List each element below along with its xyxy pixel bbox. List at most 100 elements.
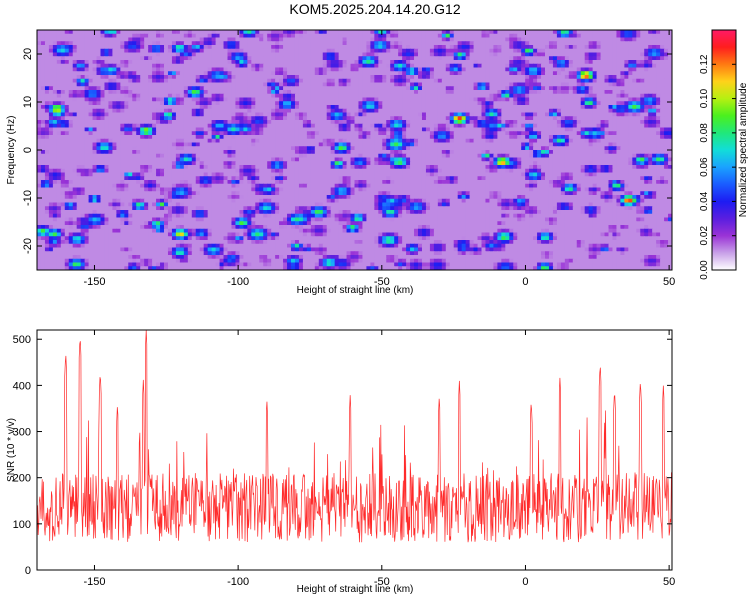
heatmap-cell xyxy=(298,45,304,50)
heatmap-cell xyxy=(489,97,495,102)
heatmap-cell xyxy=(556,71,562,76)
heatmap-cell xyxy=(580,52,586,57)
heatmap-cell xyxy=(564,142,570,147)
heatmap-cell xyxy=(318,86,324,91)
heatmap-cell xyxy=(414,108,419,114)
heatmap-cell xyxy=(358,120,364,125)
heatmap-cell xyxy=(148,101,153,106)
heatmap-cell xyxy=(306,142,312,147)
heatmap-cell xyxy=(624,75,629,80)
heatmap-cell xyxy=(128,138,133,144)
heatmap-cell xyxy=(497,75,502,80)
heatmap-cell xyxy=(342,116,348,121)
heatmap-cell xyxy=(191,37,197,42)
heatmap-cell xyxy=(406,93,411,99)
heatmap-cell xyxy=(60,138,66,144)
heatmap-cell xyxy=(56,37,62,42)
heatmap-cell xyxy=(398,93,403,99)
heatmap-cell xyxy=(326,33,332,39)
heatmap-cell xyxy=(608,101,614,106)
heatmap-cell xyxy=(239,90,244,95)
heatmap-cell xyxy=(88,146,94,151)
heatmap-cell xyxy=(140,45,145,50)
heatmap-cell xyxy=(429,112,435,117)
heatmap-cell xyxy=(457,33,463,39)
heatmap-cell xyxy=(68,41,74,46)
heatmap-cell xyxy=(203,123,209,129)
heatmap-cell xyxy=(88,30,94,35)
heatmap-cell xyxy=(421,123,427,129)
heatmap-cell xyxy=(636,138,641,144)
heatmap-cell xyxy=(164,116,169,121)
heatmap-cell xyxy=(255,112,260,117)
heatmap-cell xyxy=(668,97,672,102)
heatmap-cell xyxy=(40,56,46,61)
heatmap-cell xyxy=(636,116,641,121)
heatmap-cell xyxy=(453,45,459,50)
heatmap-cell xyxy=(211,90,217,95)
heatmap-cell xyxy=(160,142,165,147)
heatmap-cell xyxy=(529,60,534,65)
heatmap-cell xyxy=(449,112,455,117)
heatmap-cell xyxy=(564,52,570,57)
heatmap-cell xyxy=(556,48,562,54)
heatmap-cell xyxy=(195,93,201,99)
heatmap-cell xyxy=(421,131,427,136)
heatmap-cell xyxy=(604,97,610,102)
heatmap-cell xyxy=(223,82,229,87)
heatmap-cell xyxy=(88,127,94,132)
heatmap-cell xyxy=(433,33,439,39)
heatmap-cell xyxy=(668,90,672,95)
heatmap-cell xyxy=(227,93,233,99)
heatmap-cell xyxy=(44,48,50,54)
heatmap-cell xyxy=(287,30,292,35)
heatmap-cell xyxy=(108,86,114,91)
heatmap-cell xyxy=(80,45,86,50)
heatmap-cell xyxy=(199,41,205,46)
heatmap-cell xyxy=(235,108,241,114)
heatmap-cell xyxy=(533,71,538,76)
heatmap-cell xyxy=(140,90,145,95)
heatmap-cell xyxy=(84,123,90,129)
heatmap-cell xyxy=(160,41,165,46)
heatmap-cell xyxy=(378,67,383,72)
heatmap-cell xyxy=(660,135,665,140)
heatmap-cell xyxy=(358,108,364,114)
heatmap-cell xyxy=(80,60,86,65)
heatmap-cell xyxy=(545,97,550,102)
heatmap-cell xyxy=(279,37,284,42)
heatmap-cell xyxy=(537,56,542,61)
heatmap-cell xyxy=(533,41,538,46)
heatmap-cell xyxy=(465,82,471,87)
heatmap-cell xyxy=(521,67,526,72)
heatmap-cell xyxy=(175,112,181,117)
heatmap-cell xyxy=(251,33,256,39)
heatmap-cell xyxy=(128,108,133,114)
heatmap-cell xyxy=(370,52,375,57)
heatmap-cell xyxy=(437,90,443,95)
heatmap-cell xyxy=(215,123,221,129)
heatmap-cell xyxy=(640,75,645,80)
heatmap-cell xyxy=(433,52,439,57)
heatmap-cell xyxy=(338,116,344,121)
heatmap-cell xyxy=(378,30,383,35)
heatmap-cell xyxy=(541,45,546,50)
heatmap-cell xyxy=(664,105,669,110)
heatmap-cell xyxy=(592,52,598,57)
heatmap-cell xyxy=(132,138,137,144)
heatmap-cell xyxy=(231,67,237,72)
heatmap-cell xyxy=(84,93,90,99)
heatmap-cell xyxy=(251,93,256,99)
heatmap-cell xyxy=(56,86,62,91)
heatmap-cell xyxy=(513,82,518,87)
heatmap-cell xyxy=(128,105,133,110)
heatmap-cell xyxy=(148,67,153,72)
heatmap-cell xyxy=(624,135,629,140)
heatmap-cell xyxy=(215,135,221,140)
heatmap-cell xyxy=(259,90,264,95)
heatmap-cell xyxy=(648,127,653,132)
heatmap-cell xyxy=(596,78,602,84)
heatmap-cell xyxy=(378,48,383,54)
heatmap-cell xyxy=(96,37,102,42)
heatmap-cell xyxy=(410,142,415,147)
